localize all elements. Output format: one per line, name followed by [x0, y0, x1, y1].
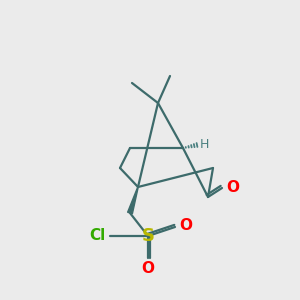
Text: O: O — [179, 218, 192, 233]
Text: Cl: Cl — [90, 229, 106, 244]
Text: O: O — [226, 179, 239, 194]
Text: O: O — [142, 261, 154, 276]
Text: H: H — [200, 137, 209, 151]
Text: S: S — [142, 227, 154, 245]
Polygon shape — [128, 187, 138, 214]
